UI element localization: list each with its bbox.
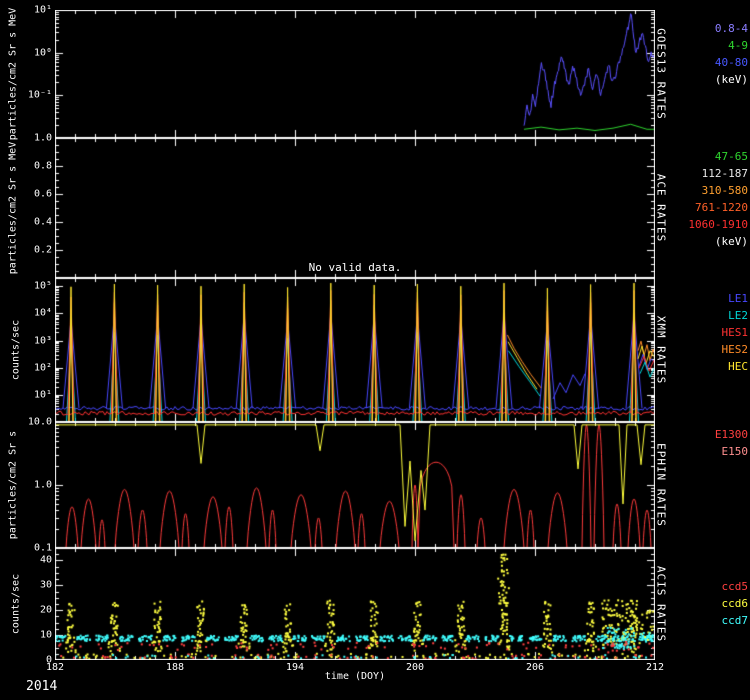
goes13-y-axis-label: particles/cm2 Sr s MeV <box>7 7 19 141</box>
goes13-legend: 0.8-4 4-9 40-80 (keV) <box>715 20 748 88</box>
legend-entry: 47-65 <box>714 150 748 163</box>
legend-entry: ccd6 <box>721 597 749 610</box>
y-tick-label: 10⁰ <box>33 47 52 59</box>
acis-panel-title: ACIS RATES <box>654 565 668 643</box>
legend-entry: HES1 <box>721 326 749 339</box>
legend-entry: 310-580 <box>701 184 748 197</box>
acis-legend: ccd5 ccd6 ccd7 <box>722 578 749 629</box>
legend-entry: (keV) <box>714 235 748 248</box>
legend-entry: HES2 <box>721 343 749 356</box>
y-tick-label: 1.0 <box>33 479 52 491</box>
x-tick-label: 212 <box>645 662 665 673</box>
x-tick-label: 200 <box>405 662 425 673</box>
x-axis-label: time (DOY) <box>324 671 386 682</box>
legend-entry: 4-9 <box>728 39 748 52</box>
ace-panel-title: ACE RATES <box>654 173 668 243</box>
y-tick-label: 1.0 <box>33 132 52 144</box>
legend-entry: E1300 <box>714 428 748 441</box>
y-tick-label: 0 <box>45 654 52 666</box>
x-tick-label: 182 <box>45 662 65 673</box>
acis-panel-canvas <box>55 548 655 660</box>
legend-entry: ccd5 <box>721 580 749 593</box>
xmm-panel-title: XMM RATES <box>654 315 668 385</box>
ephin-panel-canvas <box>55 422 655 548</box>
ephin-panel-title: EPHIN RATES <box>654 443 668 527</box>
year-label: 2014 <box>26 679 58 694</box>
legend-entry: 0.8-4 <box>714 22 748 35</box>
ace-no-data-note: No valid data. <box>308 261 402 274</box>
legend-entry: LE1 <box>728 292 748 305</box>
legend-entry: E150 <box>721 445 749 458</box>
y-tick-label: 10 <box>39 629 52 641</box>
ephin-y-axis-label: particles/cm2 Sr s <box>7 430 19 540</box>
y-tick-label: 0.4 <box>33 216 52 228</box>
acis-y-axis-label: counts/sec <box>10 573 22 635</box>
y-tick-label: 0.2 <box>33 244 52 256</box>
ace-panel-canvas <box>55 138 655 278</box>
xmm-y-axis-label: counts/sec <box>10 319 22 381</box>
y-tick-label: 10⁻¹ <box>27 89 52 101</box>
xmm-legend: LE1 LE2 HES1 HES2 HEC <box>722 290 749 375</box>
y-tick-label: 10³ <box>33 335 52 346</box>
x-tick-label: 188 <box>165 662 185 673</box>
ace-legend: 47-65 112-187 310-580 761-1220 1060-1910 (keV… <box>688 148 748 250</box>
y-tick-label: 10² <box>33 362 52 374</box>
legend-entry: HEC <box>728 360 748 373</box>
ace-y-axis-label: particles/cm2 Sr s MeV <box>7 141 19 275</box>
legend-entry: LE2 <box>728 309 748 322</box>
y-tick-label: 10⁵ <box>33 280 52 292</box>
y-tick-label: 10¹ <box>33 4 52 16</box>
y-tick-label: 10¹ <box>33 389 52 401</box>
goes13-panel-canvas <box>55 10 655 138</box>
y-tick-label: 0.1 <box>33 542 52 554</box>
y-tick-label: 30 <box>39 579 52 591</box>
goes13-panel-title: GOES13 RATES <box>654 28 668 120</box>
x-tick-label: 206 <box>525 662 545 673</box>
legend-entry: 112-187 <box>701 167 748 180</box>
legend-entry: ccd7 <box>721 614 749 627</box>
legend-entry: 761-1220 <box>695 201 748 214</box>
ephin-legend: E1300 E150 <box>715 426 748 460</box>
y-tick-label: 10.0 <box>27 416 52 428</box>
y-tick-label: 0.8 <box>33 160 52 172</box>
y-tick-label: 20 <box>39 604 52 616</box>
xmm-panel-canvas <box>55 278 655 422</box>
y-tick-label: 0.6 <box>33 188 52 200</box>
legend-entry: (keV) <box>714 73 748 86</box>
x-tick-label: 194 <box>285 662 305 673</box>
y-tick-label: 40 <box>39 554 52 566</box>
legend-entry: 1060-1910 <box>688 218 748 231</box>
y-tick-label: 10⁴ <box>33 307 52 319</box>
legend-entry: 40-80 <box>714 56 748 69</box>
